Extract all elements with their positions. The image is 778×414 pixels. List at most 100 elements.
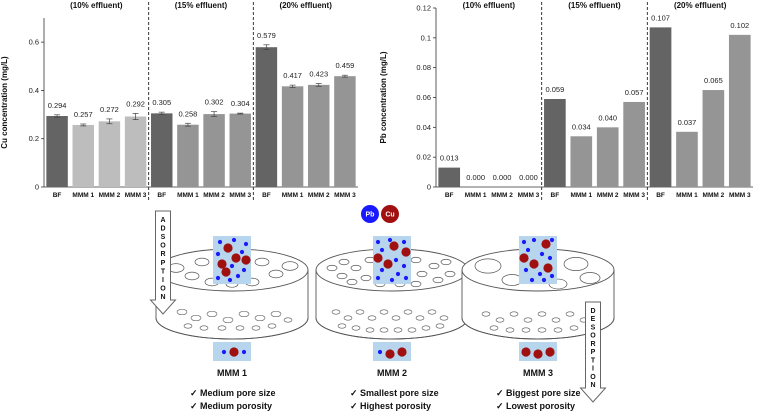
pore bbox=[489, 325, 499, 331]
pore bbox=[365, 327, 375, 333]
data-label: 0.272 bbox=[100, 105, 119, 114]
pore bbox=[217, 325, 227, 331]
data-label: 0.302 bbox=[205, 98, 224, 107]
pore bbox=[579, 272, 601, 284]
x-tick-label: BF bbox=[262, 192, 271, 199]
cu-particle bbox=[241, 255, 251, 265]
cu-particle bbox=[383, 259, 393, 269]
membrane-property: ✓ Smallest pore size bbox=[350, 388, 439, 398]
pb-particle bbox=[227, 277, 233, 283]
pore bbox=[343, 315, 353, 321]
pb-particle bbox=[395, 271, 401, 277]
pore bbox=[337, 323, 347, 329]
cu-legend-label: Cu bbox=[385, 212, 394, 219]
pore bbox=[346, 278, 358, 286]
arrow-letter: N bbox=[160, 294, 165, 301]
arrow-letter: O bbox=[590, 374, 596, 381]
pore bbox=[415, 315, 425, 321]
pore bbox=[427, 309, 437, 315]
arrow-letter: I bbox=[162, 277, 164, 284]
pore bbox=[509, 311, 519, 317]
bar bbox=[728, 34, 751, 187]
x-tick-label: MMM 3 bbox=[518, 192, 540, 199]
arrow-letter: P bbox=[161, 260, 166, 267]
membrane-property: ✓ Lowest porosity bbox=[496, 401, 575, 411]
x-tick-label: MMM 1 bbox=[570, 192, 592, 199]
data-label: 0.292 bbox=[126, 99, 145, 108]
group-title: (10% effluent) bbox=[70, 1, 123, 10]
cu-particle bbox=[521, 347, 531, 357]
pore bbox=[251, 325, 261, 331]
pb-particle bbox=[235, 273, 241, 279]
arrow-letter: D bbox=[160, 226, 165, 233]
pore bbox=[440, 258, 452, 266]
pb-particle bbox=[215, 251, 221, 257]
pore bbox=[199, 325, 209, 331]
cu-particle bbox=[533, 349, 543, 359]
pb-particle bbox=[393, 257, 399, 263]
pore bbox=[194, 257, 210, 267]
cu-particle bbox=[545, 347, 555, 357]
data-label: 0.000 bbox=[466, 173, 485, 182]
bar bbox=[596, 127, 619, 187]
pore bbox=[537, 311, 547, 317]
y-tick-label: 0.2 bbox=[29, 134, 39, 143]
pore bbox=[268, 269, 284, 279]
pore bbox=[267, 323, 277, 329]
pb-legend-label: Pb bbox=[366, 212, 375, 219]
x-tick-label: MMM 3 bbox=[623, 192, 645, 199]
bar bbox=[177, 124, 199, 187]
pore bbox=[254, 257, 270, 267]
pb-particle bbox=[231, 237, 237, 243]
x-tick-label: MMM 2 bbox=[597, 192, 619, 199]
pore bbox=[254, 314, 266, 322]
arrow-letter: S bbox=[161, 234, 166, 241]
data-label: 0.102 bbox=[730, 21, 749, 30]
data-label: 0.257 bbox=[74, 110, 93, 119]
pb-particle bbox=[375, 275, 381, 281]
pb-particle bbox=[549, 273, 555, 279]
pb-legend-marker bbox=[361, 205, 379, 223]
pore bbox=[537, 327, 547, 333]
cu-particle bbox=[229, 347, 239, 357]
pore bbox=[184, 271, 200, 281]
cu-particle bbox=[529, 259, 539, 269]
data-label: 0.000 bbox=[493, 173, 512, 182]
bar bbox=[72, 124, 94, 187]
pore bbox=[523, 317, 533, 323]
arrow-letter: R bbox=[160, 251, 165, 258]
membrane-mmm1 bbox=[155, 236, 309, 361]
pb-particle bbox=[521, 239, 527, 245]
x-tick-label: MMM 3 bbox=[125, 192, 147, 199]
pore bbox=[379, 327, 389, 333]
membrane-mmm2 bbox=[315, 236, 469, 361]
x-tick-label: MMM 1 bbox=[465, 192, 487, 199]
bar bbox=[98, 121, 121, 187]
cu-particle bbox=[373, 253, 383, 263]
data-label: 0.000 bbox=[519, 173, 538, 182]
pb-particle bbox=[547, 255, 553, 261]
pore bbox=[350, 264, 362, 272]
pore bbox=[283, 317, 293, 323]
data-label: 0.037 bbox=[678, 118, 697, 127]
pore bbox=[439, 315, 449, 321]
bar bbox=[308, 84, 330, 187]
pb-chart: 0 0.02 0.04 0.06 0.08 0.1 0.12 Pb concentration… bbox=[379, 1, 753, 201]
membrane-property: ✓ Medium pore size bbox=[190, 388, 276, 398]
bar bbox=[255, 47, 278, 187]
pore bbox=[410, 280, 422, 288]
pb-particle bbox=[539, 251, 545, 257]
data-label: 0.013 bbox=[440, 154, 459, 163]
arrow-letter: R bbox=[590, 341, 595, 348]
data-label: 0.107 bbox=[651, 13, 670, 22]
pb-particle bbox=[215, 275, 221, 281]
pore bbox=[495, 317, 505, 323]
data-label: 0.065 bbox=[704, 76, 723, 85]
membrane-bottom-rim bbox=[315, 317, 469, 340]
pore bbox=[391, 315, 401, 321]
y-tick-label: 0.06 bbox=[416, 93, 431, 102]
pb-particle bbox=[403, 275, 409, 281]
x-tick-label: MMM 2 bbox=[491, 192, 513, 199]
